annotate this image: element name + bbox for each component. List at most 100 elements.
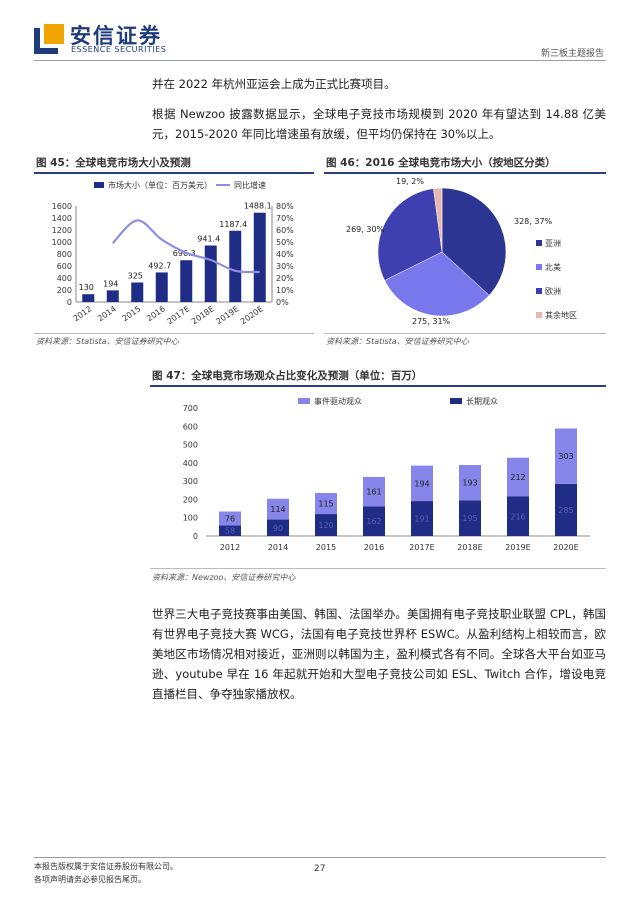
x-tick-label: 2017E [409,543,434,552]
fig45-chart: 市场大小（单位：百万美元） 同比增速 0 200 400 600 800 1000 1200 14… [52,180,295,326]
bar-value-label: 1187.4 [219,220,247,229]
x-tick-label: 2012 [220,543,240,552]
pie-slice-1 [384,251,490,317]
bar-event [555,428,577,484]
bar-market-size [229,230,242,302]
y-tick-label: 600 [183,422,198,431]
legend-label-longterm: 长期观众 [466,396,498,406]
fig46-source: 资料来源：Statista、安信证券研究中心 [326,337,469,346]
x-tick-label: 2019E [505,543,530,552]
y-tick-label: 500 [183,441,198,450]
bar-longterm [507,496,529,536]
pie-slice-0 [441,187,507,296]
pie-slice-label: 328, 37% [514,217,553,226]
y-tick-label: 0 [67,298,72,307]
paragraph-2: 根据 Newzoo 披露数据显示，全球电子竞技市场规模到 2020 年有望达到 … [152,107,606,141]
bar-value-label: 194 [103,279,118,288]
legend-label-event: 事件驱动观众 [314,396,362,406]
legend-swatch-region [536,312,542,318]
y-tick-label: 400 [183,459,198,468]
pie-slice-label: 19, 2% [396,177,424,186]
bar-market-size [204,245,217,302]
bar-longterm-label: 216 [510,512,525,521]
bar-longterm [315,514,337,536]
x-tick-label: 2016 [364,543,384,552]
y-tick-label: 100 [183,514,198,523]
y-tick-label: 800 [57,250,72,259]
bar-event [411,465,433,502]
bar-market-size [155,272,168,302]
x-tick-label: 2015 [316,543,336,552]
fig46-bottom-rule [324,333,606,334]
fig46-title: 图 46：2016 全球电竞市场大小（按地区分类） [326,157,556,169]
legend-swatch-region [536,240,542,246]
y2-tick-label: 80% [276,202,294,211]
footer-divider [34,857,606,858]
pie-slice-label: 269, 30% [346,225,385,234]
footer-disclaimer: 各项声明请务必参见报告尾页。 [34,875,146,884]
bar-event [507,457,529,497]
y2-tick-label: 30% [276,262,294,271]
bar-event-label: 114 [270,505,285,514]
y-tick-label: 1000 [52,238,72,247]
fig45-rule [34,172,314,174]
bar-longterm [459,500,481,536]
bar-event-label: 115 [318,500,333,509]
fig45-bottom-rule [34,333,314,334]
y2-tick-label: 50% [276,238,294,247]
footer-copyright: 本报告版权属于安信证券股份有限公司。 [34,862,178,871]
y2-tick-label: 0% [276,298,289,307]
bar-market-size [253,212,266,302]
line-growth-rate [111,219,260,274]
bar-longterm-label: 58 [225,527,235,536]
fig47-title: 图 47：全球电竞市场观众占比变化及预测（单位：百万） [152,370,423,382]
legend-label-region: 亚洲 [545,239,561,248]
paragraph-1: 并在 2022 年杭州亚运会上成为正式比赛项目。 [152,77,396,91]
x-tick-label: 2016 [145,304,167,323]
y-tick-label: 400 [57,274,72,283]
pie-slice-3 [433,187,443,253]
bar-market-size [131,282,144,302]
bar-value-label: 492.7 [148,261,171,270]
y2-tick-label: 20% [276,274,294,283]
bar-event-label: 303 [558,452,573,461]
x-tick-label: 2020E [553,543,578,552]
x-tick-label: 2014 [96,304,118,323]
x-tick-label: 2019E [214,304,240,326]
fig47-rule [150,385,606,387]
bar-longterm-label: 162 [366,517,381,526]
bar-event [363,476,385,507]
legend-label-region: 其余地区 [545,310,577,320]
legend-label-growth: 同比增速 [234,180,266,190]
bar-value-label: 130 [79,283,94,292]
bar-event [267,498,289,520]
legend-label-market-size: 市场大小（单位：百万美元） [108,180,212,190]
bar-longterm-label: 90 [273,524,283,533]
fig47-bottom-rule [150,568,606,569]
bar-event [315,493,337,515]
bar-longterm-label: 191 [414,515,429,524]
x-tick-label: 2014 [268,543,288,552]
y-tick-label: 0 [193,532,198,541]
pie-slice-label: 275, 31% [412,317,451,326]
y-tick-label: 1200 [52,226,72,235]
bar-event [219,511,241,526]
logo-subtext: ESSENCE SECURITIES [71,45,167,54]
bar-event-label: 194 [414,479,429,488]
legend-swatch-longterm [450,398,462,404]
bar-market-size [180,260,193,302]
bar-event-label: 212 [510,473,525,482]
bar-longterm-label: 285 [558,506,573,515]
x-tick-label: 2015 [121,304,143,323]
y2-tick-label: 70% [276,214,294,223]
bar-market-size [82,294,95,302]
bar-value-label: 325 [128,272,143,281]
logo-icon [34,24,64,54]
bar-market-size [106,290,119,302]
y-tick-label: 600 [57,262,72,271]
legend-swatch-region [536,264,542,270]
y-tick-label: 200 [57,286,72,295]
bar-longterm-label: 195 [462,514,477,523]
legend-label-region: 欧洲 [545,286,561,296]
